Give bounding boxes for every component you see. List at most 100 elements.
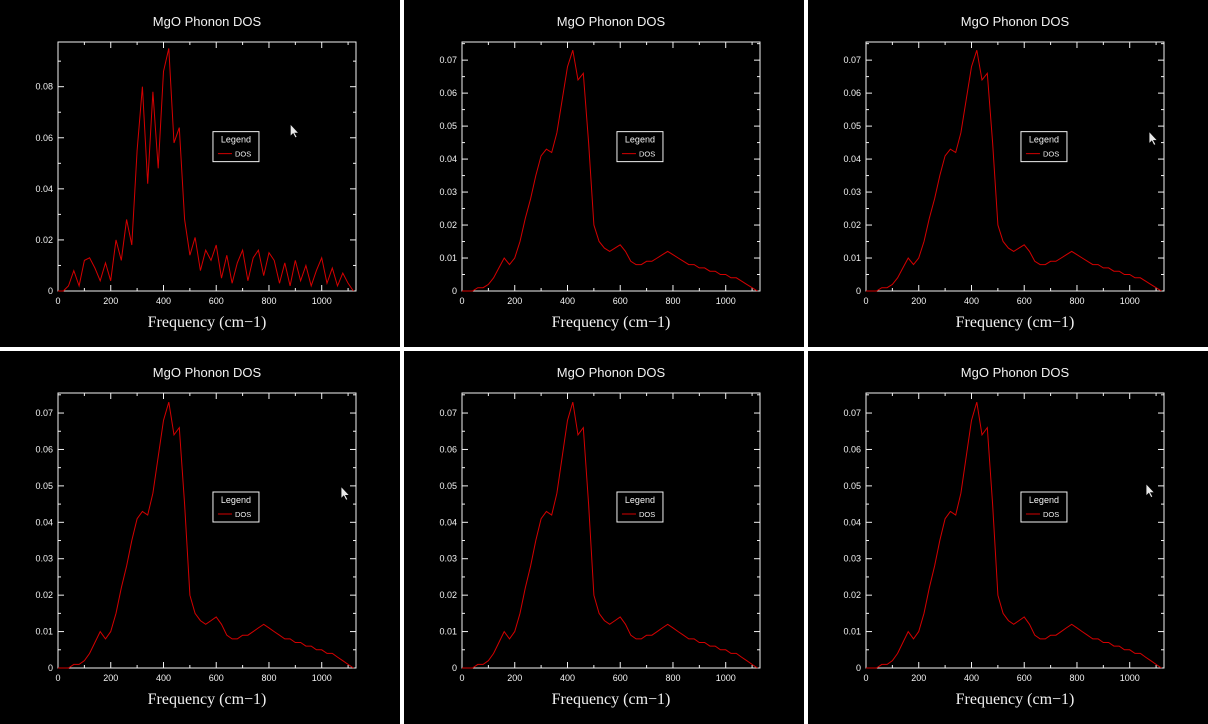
- x-tick-label: 800: [1069, 296, 1084, 306]
- x-tick-label: 400: [560, 296, 575, 306]
- phonon-dos-chart-3[interactable]: 0 200 400 600 800 1000 0 0.01 0.02 0.03 0.04 0.05 0.…: [808, 0, 1208, 347]
- x-tick-label: 0: [863, 673, 868, 683]
- y-tick-label: 0.05: [439, 121, 457, 131]
- x-tick-label: 800: [1069, 673, 1084, 683]
- chart-title: MgO Phonon DOS: [557, 14, 666, 29]
- y-tick-label: 0.02: [439, 590, 457, 600]
- x-tick-label: 400: [964, 673, 979, 683]
- y-tick-label: 0.04: [439, 154, 457, 164]
- y-tick-label: 0.06: [35, 133, 53, 143]
- x-tick-label: 800: [665, 296, 680, 306]
- dos-curve: [866, 401, 1162, 669]
- y-tick-label: 0.04: [439, 517, 457, 527]
- x-tick-label: 0: [55, 673, 60, 683]
- x-tick-label: 400: [156, 673, 171, 683]
- legend-title: Legend: [625, 495, 655, 505]
- x-tick-label: 200: [507, 673, 522, 683]
- x-tick-label: 1000: [716, 296, 736, 306]
- mouse-cursor-icon: [290, 123, 300, 139]
- legend-entry-label: DOS: [235, 510, 251, 519]
- x-tick-label: 1000: [1120, 296, 1140, 306]
- chart-title: MgO Phonon DOS: [153, 14, 262, 29]
- legend-box[interactable]: [1020, 491, 1068, 523]
- chart-title: MgO Phonon DOS: [961, 14, 1070, 29]
- y-tick-label: 0: [856, 663, 861, 673]
- chart-panel-2: 0 200 400 600 800 1000 0 0.01 0.02 0.03 0.04 0.05 0.…: [404, 0, 804, 347]
- legend-title: Legend: [221, 495, 251, 505]
- legend-box[interactable]: [212, 491, 260, 523]
- chart-panel-5: 0 200 400 600 800 1000 0 0.01 0.02 0.03 0.04 0.05 0.…: [404, 351, 804, 724]
- y-tick-label: 0.05: [843, 121, 861, 131]
- x-tick-label: 400: [560, 673, 575, 683]
- x-tick-label: 0: [55, 296, 60, 306]
- x-tick-label: 200: [103, 296, 118, 306]
- x-axis-label: Frequency (cm−1): [956, 314, 1075, 331]
- plot-frame: [865, 392, 1165, 669]
- x-tick-label: 0: [459, 296, 464, 306]
- x-tick-label: 1000: [312, 296, 332, 306]
- y-tick-label: 0.02: [843, 590, 861, 600]
- dos-curve: [462, 401, 758, 669]
- legend-box[interactable]: [616, 131, 664, 163]
- y-tick-label: 0.02: [35, 235, 53, 245]
- y-tick-label: 0.01: [843, 627, 861, 637]
- x-tick-label: 200: [103, 673, 118, 683]
- x-tick-label: 1000: [1120, 673, 1140, 683]
- y-tick-label: 0.04: [843, 154, 861, 164]
- legend-box[interactable]: [1020, 131, 1068, 163]
- plot-frame: [865, 41, 1165, 292]
- dos-curve: [58, 401, 354, 669]
- mouse-cursor-icon: [340, 485, 350, 501]
- y-tick-label: 0.03: [843, 187, 861, 197]
- phonon-dos-chart-2[interactable]: 0 200 400 600 800 1000 0 0.01 0.02 0.03 0.04 0.05 0.…: [404, 0, 804, 347]
- legend-entry-label: DOS: [235, 150, 251, 159]
- legend-title: Legend: [625, 135, 655, 145]
- chart-title: MgO Phonon DOS: [961, 365, 1070, 380]
- x-axis-label: Frequency (cm−1): [148, 691, 267, 708]
- x-tick-label: 0: [863, 296, 868, 306]
- legend-entry-label: DOS: [639, 150, 655, 159]
- x-tick-label: 600: [209, 673, 224, 683]
- y-tick-label: 0.06: [843, 444, 861, 454]
- phonon-dos-chart-1[interactable]: 0 200 400 600 800 1000 0 0.02 0.04 0.06 0.08 MgO Ph…: [0, 0, 400, 347]
- y-tick-label: 0.07: [843, 408, 861, 418]
- y-tick-label: 0: [856, 286, 861, 296]
- x-tick-label: 400: [964, 296, 979, 306]
- x-tick-label: 600: [209, 296, 224, 306]
- x-tick-label: 800: [261, 296, 276, 306]
- x-axis-label: Frequency (cm−1): [148, 314, 267, 331]
- plot-frame: [57, 392, 357, 669]
- x-tick-label: 400: [156, 296, 171, 306]
- y-tick-label: 0.06: [35, 444, 53, 454]
- phonon-dos-chart-5[interactable]: 0 200 400 600 800 1000 0 0.01 0.02 0.03 0.04 0.05 0.…: [404, 351, 804, 724]
- plot-frame: [57, 41, 357, 292]
- x-axis-label: Frequency (cm−1): [956, 691, 1075, 708]
- x-tick-label: 0: [459, 673, 464, 683]
- x-tick-label: 600: [1017, 673, 1032, 683]
- y-tick-label: 0.03: [35, 554, 53, 564]
- x-tick-label: 800: [261, 673, 276, 683]
- x-tick-label: 600: [613, 296, 628, 306]
- chart-title: MgO Phonon DOS: [557, 365, 666, 380]
- x-tick-label: 200: [507, 296, 522, 306]
- y-tick-label: 0: [48, 286, 53, 296]
- x-axis-label: Frequency (cm−1): [552, 314, 671, 331]
- chart-panel-3: 0 200 400 600 800 1000 0 0.01 0.02 0.03 0.04 0.05 0.…: [808, 0, 1208, 347]
- y-tick-label: 0.04: [843, 517, 861, 527]
- plot-frame: [461, 41, 761, 292]
- y-tick-label: 0.04: [35, 517, 53, 527]
- y-tick-label: 0.07: [439, 55, 457, 65]
- x-tick-label: 1000: [716, 673, 736, 683]
- y-tick-label: 0.05: [35, 481, 53, 491]
- phonon-dos-chart-4[interactable]: 0 200 400 600 800 1000 0 0.01 0.02 0.03 0.04 0.05 0.…: [0, 351, 400, 724]
- y-tick-label: 0.01: [439, 627, 457, 637]
- y-tick-label: 0.07: [439, 408, 457, 418]
- legend-box[interactable]: [616, 491, 664, 523]
- phonon-dos-chart-6[interactable]: 0 200 400 600 800 1000 0 0.01 0.02 0.03 0.04 0.05 0.…: [808, 351, 1208, 724]
- y-tick-label: 0.02: [843, 220, 861, 230]
- y-tick-label: 0: [452, 663, 457, 673]
- legend-box[interactable]: [212, 131, 260, 163]
- dos-curve: [58, 48, 354, 292]
- mouse-cursor-icon: [1148, 130, 1158, 146]
- chart-panel-6: 0 200 400 600 800 1000 0 0.01 0.02 0.03 0.04 0.05 0.…: [808, 351, 1208, 724]
